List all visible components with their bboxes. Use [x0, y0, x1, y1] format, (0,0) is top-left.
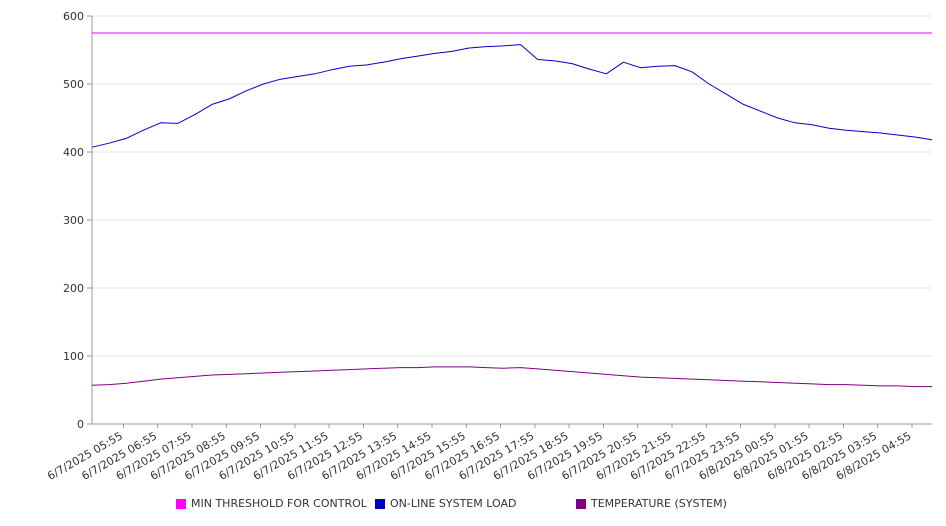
y-tick-label-200: 200: [63, 282, 84, 295]
series-line-1: [91, 44, 933, 148]
legend-swatch-min-threshold: [176, 498, 186, 509]
y-tick-label-0: 0: [77, 418, 84, 431]
series-line-2: [91, 366, 932, 388]
y-tick-label-100: 100: [63, 350, 84, 363]
legend-swatch-system-load: [375, 498, 385, 509]
y-tick-label-400: 400: [63, 146, 84, 159]
y-axis-tick-labels: 0 100 200 300 400 500 600: [63, 10, 84, 431]
legend-label-min-threshold: MIN THRESHOLD FOR CONTROL: [191, 497, 367, 510]
y-tick-label-300: 300: [63, 214, 84, 227]
gridlines: [92, 15, 932, 357]
legend: MIN THRESHOLD FOR CONTROL ON-LINE SYSTEM…: [0, 497, 946, 515]
series-lines: [91, 32, 933, 388]
y-tick-label-500: 500: [63, 78, 84, 91]
legend-swatch-temperature: [576, 498, 586, 509]
y-tick-label-600: 600: [63, 10, 84, 23]
legend-label-temperature: TEMPERATURE (SYSTEM): [591, 497, 727, 510]
axes: [87, 15, 932, 428]
legend-item-min-threshold[interactable]: MIN THRESHOLD FOR CONTROL: [176, 497, 367, 510]
x-axis-tick-labels: 6/7/2025 05:556/7/2025 06:556/7/2025 07:…: [45, 429, 913, 483]
legend-label-system-load: ON-LINE SYSTEM LOAD: [390, 497, 517, 510]
legend-item-temperature[interactable]: TEMPERATURE (SYSTEM): [576, 497, 727, 510]
legend-item-system-load[interactable]: ON-LINE SYSTEM LOAD: [375, 497, 516, 510]
